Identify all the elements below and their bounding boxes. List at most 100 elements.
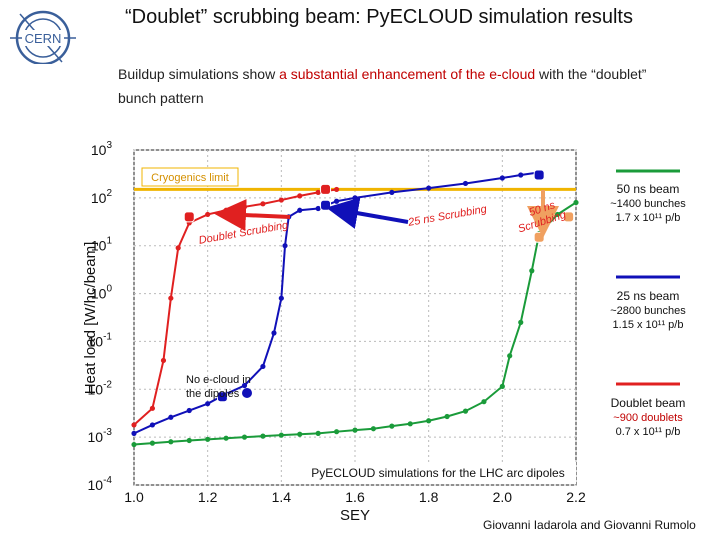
intro-text: Buildup simulations show a substantial e…: [118, 66, 647, 106]
svg-text:0.7 x 10¹¹ p/b: 0.7 x 10¹¹ p/b: [616, 426, 681, 438]
ns25-scrubbing-arrow: [326, 197, 409, 229]
no-ecloud-marker-icon: [242, 388, 252, 398]
svg-text:1.15 x 10¹¹ p/b: 1.15 x 10¹¹ p/b: [613, 319, 684, 331]
highlight-marker: [563, 211, 575, 223]
cern-logo: CERN: [10, 10, 76, 64]
data-point-doublet-beam: [175, 245, 181, 251]
highlight-marker: [216, 391, 228, 403]
x-tick-label: 2.0: [493, 489, 513, 505]
data-point-25-ns-beam: [205, 401, 211, 407]
svg-text:~2800 bunches: ~2800 bunches: [610, 305, 686, 317]
data-point-doublet-beam: [205, 211, 211, 218]
x-tick-label: 1.8: [419, 489, 439, 505]
data-point-50-ns-beam: [407, 421, 413, 427]
data-point-50-ns-beam: [278, 432, 284, 438]
data-point-50-ns-beam: [241, 434, 248, 440]
data-point-25-ns-beam: [271, 330, 277, 336]
data-point-25-ns-beam: [260, 363, 266, 370]
data-point-doublet-beam: [131, 422, 137, 428]
data-point-50-ns-beam: [131, 441, 137, 448]
highlight-marker: [320, 199, 332, 211]
data-point-50-ns-beam: [315, 430, 321, 436]
data-point-50-ns-beam: [352, 427, 358, 433]
highlight-marker: [533, 231, 545, 243]
x-axis-ticks: 1.0 1.2 1.4 1.6 1.8 2.0 2.2: [124, 489, 586, 505]
data-point-50-ns-beam: [333, 429, 340, 435]
data-point-50-ns-beam: [205, 436, 211, 442]
x-tick-label: 2.2: [566, 489, 586, 505]
data-point-25-ns-beam: [499, 175, 505, 181]
x-tick-label: 1.4: [272, 489, 292, 505]
highlight-marker: [183, 211, 195, 223]
data-point-50-ns-beam: [260, 433, 266, 439]
svg-text:~1400 bunches: ~1400 bunches: [610, 198, 686, 210]
data-point-50-ns-beam: [389, 423, 395, 429]
x-tick-label: 1.0: [124, 489, 144, 505]
legend-50ns: 50 ns beam ~1400 bunches 1.7 x 10¹¹ p/b: [610, 169, 686, 224]
data-point-25-ns-beam: [462, 180, 469, 187]
series-line-25-ns-beam: [133, 171, 540, 435]
data-point-25-ns-beam: [315, 205, 321, 212]
data-point-doublet-beam: [260, 201, 266, 207]
y-tick-label: 10-4: [88, 475, 113, 493]
highlight-marker: [533, 169, 545, 181]
data-point-25-ns-beam: [278, 295, 284, 301]
data-point-50-ns-beam: [426, 418, 432, 424]
data-point-25-ns-beam: [241, 382, 248, 389]
data-point-50-ns-beam: [444, 413, 450, 420]
credit-text: Giovanni Iadarola and Giovanni Rumolo: [483, 518, 696, 532]
svg-text:25 ns beam: 25 ns beam: [617, 289, 680, 303]
data-point-doublet-beam: [278, 197, 284, 203]
data-point-25-ns-beam: [389, 189, 395, 196]
legend-25ns: 25 ns beam ~2800 bunches 1.15 x 10¹¹ p/b: [610, 275, 686, 331]
data-point-25-ns-beam: [131, 430, 137, 436]
y-axis-label: Heat load [W/hc/beam]: [82, 242, 99, 395]
y-tick-label: 102: [91, 188, 113, 206]
x-tick-label: 1.6: [345, 489, 365, 505]
data-point-25-ns-beam: [186, 407, 192, 414]
simulation-note: PyECLOUD simulations for the LHC arc dip…: [311, 466, 564, 480]
data-point-50-ns-beam: [499, 383, 505, 389]
data-point-50-ns-beam: [186, 437, 192, 444]
data-point-doublet-beam: [149, 405, 156, 411]
data-point-doublet-beam: [333, 186, 340, 193]
data-point-50-ns-beam: [573, 199, 579, 206]
data-point-50-ns-beam: [149, 440, 156, 446]
cryogenic-limit-label: Cryogenics limit: [151, 172, 229, 184]
y-tick-label: 103: [91, 140, 113, 158]
data-point-doublet-beam: [297, 193, 303, 199]
data-point-25-ns-beam: [168, 414, 174, 420]
highlight-marker: [320, 183, 332, 195]
svg-text:~900 doublets: ~900 doublets: [613, 412, 683, 424]
data-point-doublet-beam: [160, 357, 167, 364]
x-tick-label: 1.2: [198, 489, 218, 505]
data-point-25-ns-beam: [333, 198, 340, 204]
slide-title: “Doublet” scrubbing beam: PyECLOUD simul…: [125, 6, 633, 28]
doublet-scrubbing-arrow: [214, 199, 291, 232]
data-point-50-ns-beam: [518, 319, 524, 325]
legend-doublet: Doublet beam ~900 doublets 0.7 x 10¹¹ p/…: [611, 382, 686, 438]
data-point-50-ns-beam: [481, 399, 487, 405]
data-point-50-ns-beam: [297, 431, 303, 437]
data-point-doublet-beam: [241, 204, 248, 210]
data-point-50-ns-beam: [507, 353, 513, 359]
data-point-50-ns-beam: [529, 268, 535, 274]
no-ecloud-label-2: the dipoles: [186, 388, 240, 400]
no-ecloud-label-1: No e-cloud in: [186, 374, 251, 386]
x-axis-label: SEY: [340, 507, 370, 524]
data-point-25-ns-beam: [426, 185, 432, 191]
data-point-50-ns-beam: [223, 435, 229, 441]
data-point-25-ns-beam: [282, 243, 288, 249]
data-point-50-ns-beam: [168, 439, 174, 445]
data-point-doublet-beam: [315, 189, 321, 196]
data-point-25-ns-beam: [352, 195, 358, 201]
data-point-25-ns-beam: [518, 172, 524, 178]
svg-text:50 ns beam: 50 ns beam: [617, 182, 680, 196]
data-point-50-ns-beam: [462, 408, 469, 414]
data-point-25-ns-beam: [149, 422, 156, 428]
svg-text:1.7 x 10¹¹ p/b: 1.7 x 10¹¹ p/b: [616, 212, 681, 224]
svg-text:Doublet beam: Doublet beam: [611, 396, 686, 410]
y-tick-label: 10-3: [88, 427, 113, 445]
data-point-50-ns-beam: [370, 426, 377, 432]
